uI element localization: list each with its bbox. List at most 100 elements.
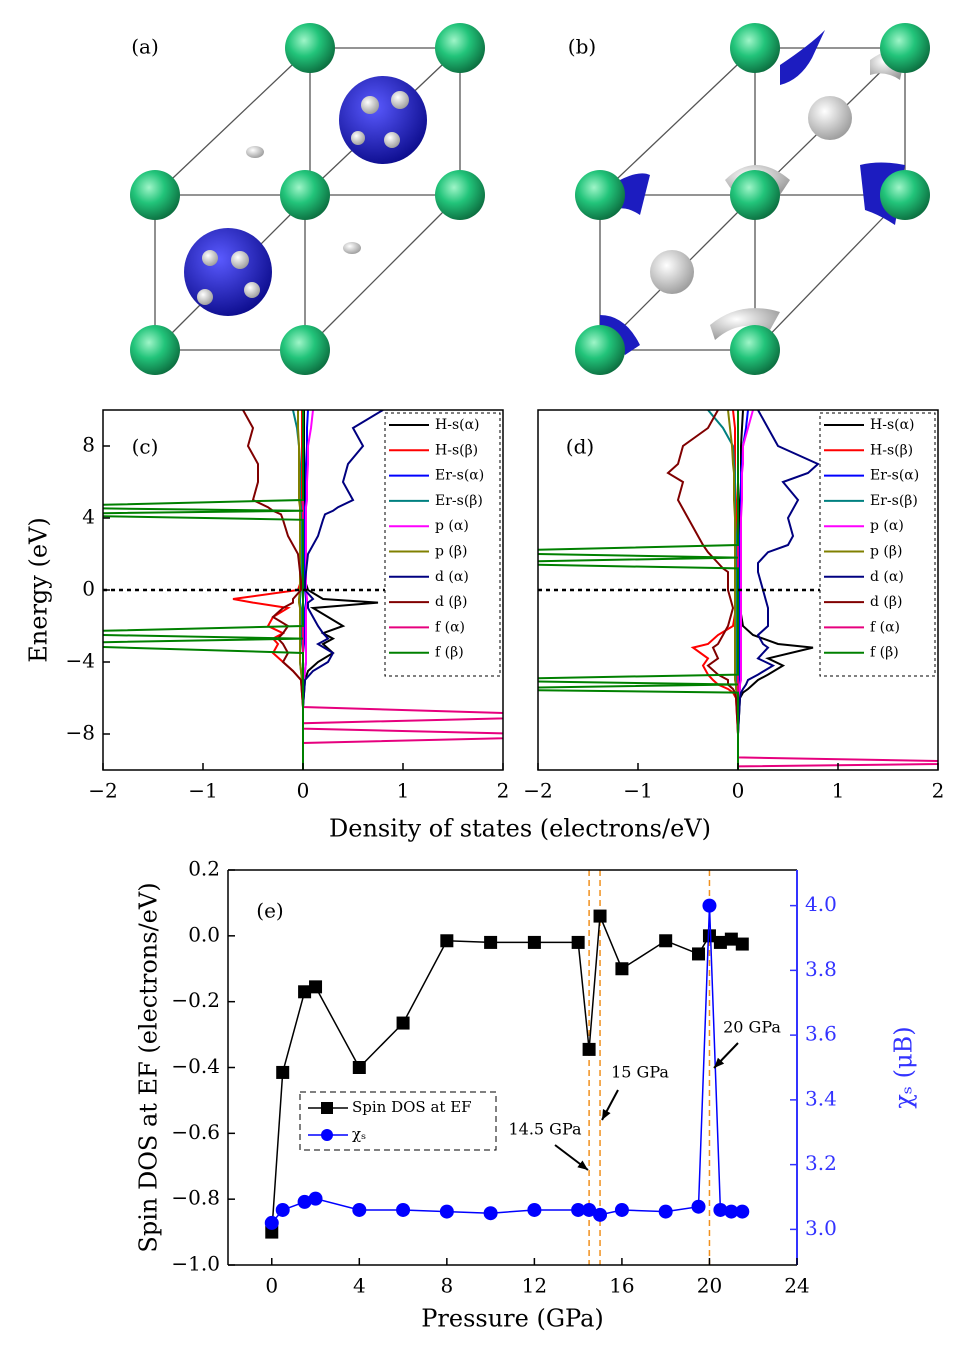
x-tick-label: 0	[732, 779, 745, 803]
legend-label: f (β)	[870, 645, 899, 661]
legend-label: p (α)	[870, 518, 904, 534]
arrow-head	[714, 1057, 725, 1068]
marker	[724, 1204, 739, 1219]
legend-label: χₛ	[352, 1125, 366, 1143]
x-tick-label: 0	[297, 779, 310, 803]
marker	[593, 909, 607, 923]
arrow-head	[602, 1109, 611, 1120]
series-line	[271, 915, 743, 1233]
y-tick-label: 0.0	[188, 922, 220, 946]
marker	[440, 934, 454, 948]
x-tick-label: −2	[523, 779, 552, 803]
y2-axis-label: χₛ (μB)	[890, 1026, 918, 1108]
marker	[658, 1204, 673, 1219]
y2-tick-label: 3.2	[805, 1151, 837, 1175]
x-tick-label: 16	[609, 1274, 634, 1298]
y-tick-label: −0.2	[171, 988, 220, 1012]
x-axis-label: Density of states (electrons/eV)	[329, 815, 711, 843]
panel-label: (c)	[132, 435, 159, 459]
legend-label: d (β)	[870, 594, 902, 610]
panel-label: (a)	[131, 35, 159, 59]
y-tick-label: 0	[82, 577, 95, 601]
legend-marker	[321, 1129, 333, 1141]
annotation: 20 GPa	[723, 1018, 781, 1037]
marker	[396, 1202, 411, 1217]
panel-label: (e)	[256, 899, 283, 923]
marker	[691, 1199, 706, 1214]
marker	[724, 932, 738, 946]
x-tick-label: 20	[697, 1274, 722, 1298]
marker	[614, 1202, 629, 1217]
y-tick-label: −8	[66, 721, 95, 745]
marker	[297, 1194, 312, 1209]
legend-box	[819, 412, 936, 677]
marker	[659, 934, 673, 948]
y-tick-label: −0.6	[171, 1120, 220, 1144]
x-tick-label: −1	[188, 779, 217, 803]
legend-label: H-s(α)	[435, 417, 480, 433]
y-tick-label: −4	[66, 649, 95, 673]
y-tick-label: 0.2	[188, 857, 220, 881]
series-line	[271, 905, 743, 1224]
legend-marker	[321, 1102, 333, 1114]
marker	[735, 937, 749, 951]
annotation: 14.5 GPa	[508, 1120, 582, 1139]
x-tick-label: 2	[932, 779, 945, 803]
legend-box	[384, 412, 501, 677]
dos-line	[737, 410, 820, 770]
x-tick-label: 12	[522, 1274, 547, 1298]
legend-label: Er-s(α)	[435, 468, 484, 484]
dos-line	[103, 410, 304, 770]
x-tick-label: −2	[88, 779, 117, 803]
legend-label: d (α)	[870, 569, 904, 585]
structure-b	[575, 23, 930, 375]
marker	[527, 1202, 542, 1217]
y-tick-label: −1.0	[171, 1252, 220, 1276]
marker	[352, 1061, 366, 1074]
legend-label: p (β)	[435, 544, 467, 560]
marker	[702, 929, 716, 943]
x-tick-label: 24	[784, 1274, 809, 1298]
legend-label: Er-s(α)	[870, 468, 919, 484]
x-tick-label: −1	[623, 779, 652, 803]
legend-label: p (β)	[870, 544, 902, 560]
panel-label: (d)	[566, 435, 594, 459]
y-tick-label: 8	[82, 433, 95, 457]
y2-tick-label: 3.4	[805, 1086, 837, 1110]
legend-label: Er-s(β)	[870, 493, 918, 509]
marker	[615, 962, 629, 976]
y2-tick-label: 4.0	[805, 892, 837, 916]
marker	[713, 1202, 728, 1217]
marker	[309, 980, 323, 994]
legend-label: H-s(β)	[870, 442, 913, 458]
x-tick-label: 8	[440, 1274, 453, 1298]
arrow-head	[577, 1160, 588, 1170]
marker	[275, 1202, 290, 1217]
y-tick-label: −0.4	[171, 1054, 220, 1078]
marker	[276, 1065, 290, 1079]
marker	[396, 1016, 410, 1030]
annotation: 15 GPa	[611, 1063, 669, 1082]
y2-tick-label: 3.8	[805, 957, 837, 981]
legend-label: d (β)	[435, 594, 467, 610]
marker	[692, 947, 706, 961]
legend-label: H-s(α)	[870, 417, 915, 433]
dos-line	[538, 410, 739, 770]
y-axis-label: Spin DOS at EF (electrons/eV)	[135, 882, 163, 1252]
legend-label: Er-s(β)	[435, 493, 483, 509]
legend-label: d (α)	[435, 569, 469, 585]
marker	[527, 935, 541, 949]
marker	[298, 985, 312, 999]
x-tick-label: 0	[265, 1274, 278, 1298]
marker	[582, 1042, 596, 1056]
marker	[593, 1207, 608, 1222]
marker	[582, 1202, 597, 1217]
marker	[439, 1204, 454, 1219]
legend-label: Spin DOS at EF	[352, 1098, 472, 1116]
x-tick-label: 2	[497, 779, 510, 803]
legend-label: f (β)	[435, 645, 464, 661]
x-tick-label: 4	[353, 1274, 366, 1298]
marker	[735, 1204, 750, 1219]
dos-line	[666, 410, 739, 770]
